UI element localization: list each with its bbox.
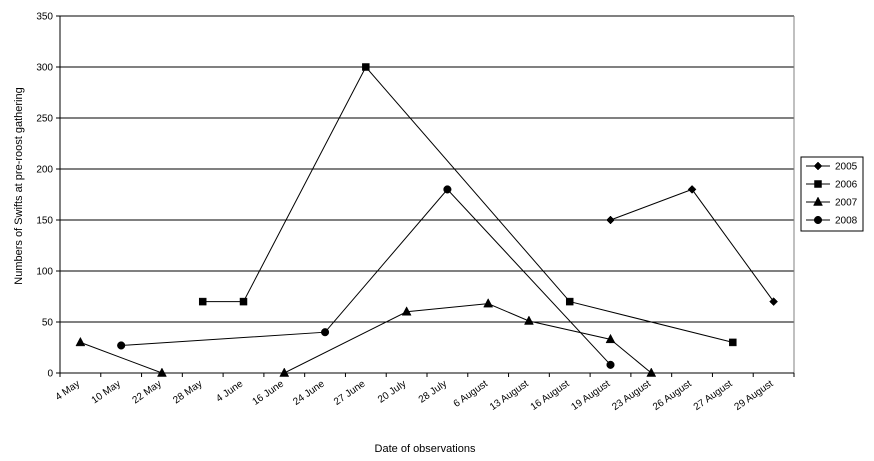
x-tick-label: 28 July <box>417 378 449 405</box>
y-tick-label: 50 <box>42 318 54 329</box>
data-point-2007 <box>605 333 616 344</box>
x-tick-labels: 4 May 10 May 22 May 28 May 4 June 16 June 24 J… <box>53 378 775 413</box>
y-tick-label: 350 <box>36 12 53 23</box>
series-line-2008 <box>121 188 611 366</box>
x-tick-label: 20 July <box>376 378 408 405</box>
legend-marker-2005 <box>813 161 823 171</box>
x-tick-label: 4 June <box>214 378 245 404</box>
legend-label-2008: 2008 <box>835 216 858 227</box>
data-point-2007 <box>75 336 86 347</box>
x-tick-label: 27 June <box>332 378 368 408</box>
x-tick-label: 23 August <box>610 378 653 413</box>
legend-label-2007: 2007 <box>835 198 858 209</box>
legend: 2005 2006 2007 2008 <box>800 156 864 232</box>
x-tick-label: 13 August <box>488 378 531 413</box>
data-point-2007 <box>401 306 412 316</box>
x-tick-label: 24 June <box>291 378 327 408</box>
legend-label-2006: 2006 <box>835 180 858 191</box>
legend-box <box>800 156 864 232</box>
data-point-2007 <box>157 367 167 377</box>
y-tick-label: 200 <box>36 165 53 176</box>
data-point-2008 <box>606 360 615 369</box>
legend-marker-2007 <box>813 196 823 206</box>
plot-background <box>60 16 794 373</box>
x-tick-label: 16 June <box>251 378 287 408</box>
data-point-2006 <box>729 338 737 347</box>
y-tick-labels: 0 50 100 150 200 250 300 350 <box>36 12 53 380</box>
y-tick-label: 300 <box>36 63 53 74</box>
x-tick-label: 10 May <box>90 378 123 406</box>
x-axis-title: Date of observations <box>375 443 476 455</box>
y-axis-title: Numbers of Swifts at pre-roost gathering <box>13 87 25 284</box>
x-tick-label: 29 August <box>733 378 776 413</box>
data-point-2007 <box>524 315 534 325</box>
data-point-2005 <box>687 185 697 194</box>
y-tick-label: 250 <box>36 114 53 125</box>
x-tick-label: 4 May <box>53 378 82 403</box>
data-point-2005 <box>606 215 615 225</box>
series-line-2007 <box>80 303 652 374</box>
data-point-2006 <box>565 297 574 306</box>
data-point-2006 <box>362 63 370 71</box>
x-tick-label: 28 May <box>171 378 204 406</box>
data-point-2007 <box>279 367 290 377</box>
legend-marker-2006 <box>814 180 822 188</box>
legend-marker-2008 <box>813 215 823 225</box>
y-tick-label: 150 <box>36 216 53 227</box>
plot-area <box>60 16 794 373</box>
data-point-2007 <box>483 298 494 308</box>
x-tick-label: 22 May <box>130 378 163 406</box>
x-tick-label: 6 August <box>452 378 490 409</box>
y-tick-label: 0 <box>47 369 53 380</box>
x-tick-label: 26 August <box>651 378 694 413</box>
data-point-2006 <box>198 297 207 306</box>
data-point-2007 <box>646 367 657 377</box>
data-point-2006 <box>239 297 248 306</box>
data-point-2005 <box>769 297 778 306</box>
legend-label-2005: 2005 <box>835 162 858 173</box>
x-tick-label: 16 August <box>529 378 572 413</box>
x-tick-label: 19 August <box>569 378 612 413</box>
x-tick-label: 27 August <box>692 378 735 413</box>
data-point-2008 <box>321 328 330 337</box>
data-point-2008 <box>443 185 452 194</box>
y-tick-label: 100 <box>36 267 53 278</box>
data-point-2008 <box>117 341 126 350</box>
series-markers <box>75 63 778 377</box>
gridlines <box>56 15 794 374</box>
